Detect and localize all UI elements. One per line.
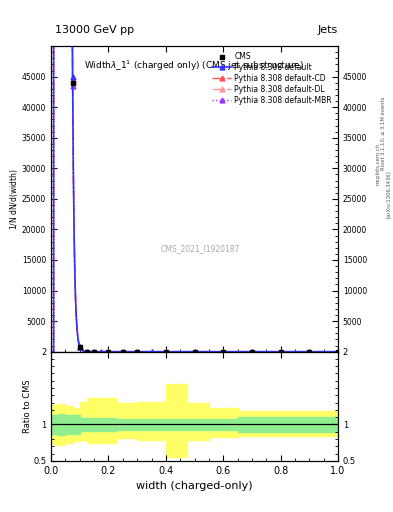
Text: Width$\lambda$_1$^1$ (charged only) (CMS jet substructure): Width$\lambda$_1$^1$ (charged only) (CMS…: [84, 58, 305, 73]
Y-axis label: $\mathrm{1/N\;dN/d(width)}$: $\mathrm{1/N\;dN/d(width)}$: [9, 168, 20, 229]
X-axis label: width (charged-only): width (charged-only): [136, 481, 253, 491]
Text: Jets: Jets: [318, 25, 338, 35]
Y-axis label: Ratio to CMS: Ratio to CMS: [23, 379, 32, 433]
Text: 13000 GeV pp: 13000 GeV pp: [55, 25, 134, 35]
Text: [arXiv:1306.3436]: [arXiv:1306.3436]: [386, 170, 391, 219]
Text: Rivet 3.1.10, ≥ 3.1M events: Rivet 3.1.10, ≥ 3.1M events: [381, 96, 386, 170]
Legend: CMS, Pythia 8.308 default, Pythia 8.308 default-CD, Pythia 8.308 default-DL, Pyt: CMS, Pythia 8.308 default, Pythia 8.308 …: [210, 50, 334, 107]
Text: mcplots.cern.ch: mcplots.cern.ch: [376, 143, 381, 185]
Text: CMS_2021_I1920187: CMS_2021_I1920187: [161, 244, 240, 253]
